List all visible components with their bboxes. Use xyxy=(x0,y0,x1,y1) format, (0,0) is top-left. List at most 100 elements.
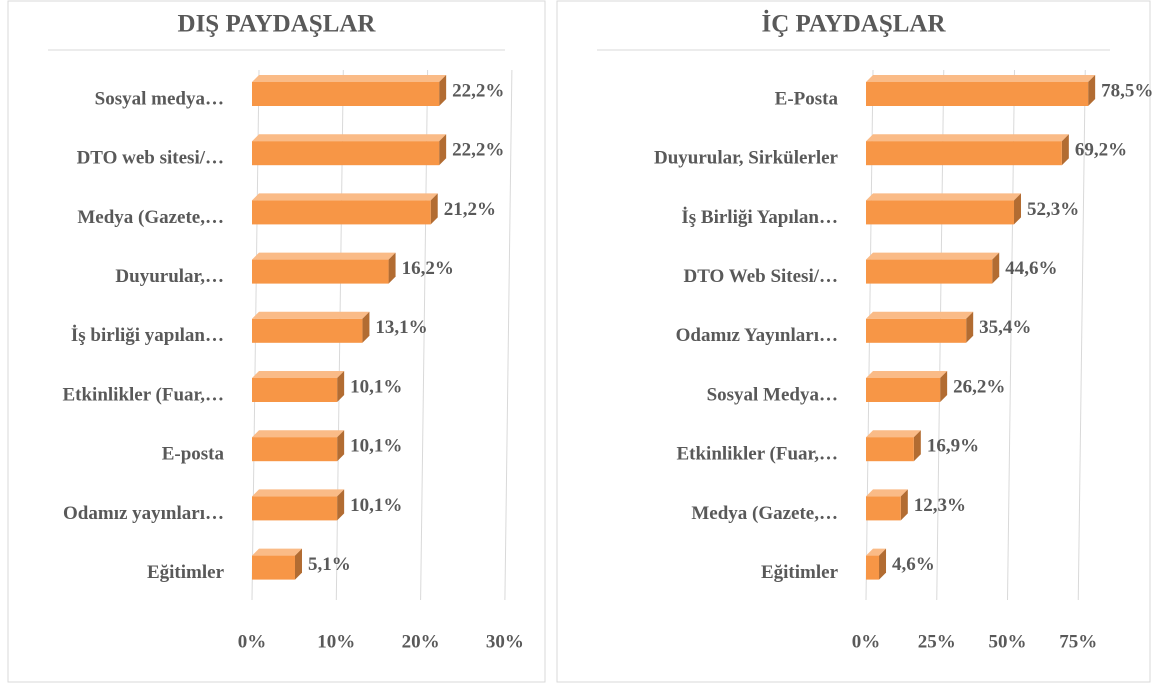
bar-top xyxy=(866,489,908,497)
y-tick-label: Eğitimler xyxy=(147,562,225,583)
bar xyxy=(866,82,1089,106)
grid-line xyxy=(1077,69,1086,601)
data-label: 21,2% xyxy=(444,199,496,220)
bar-top xyxy=(252,193,438,201)
chart-title: DIŞ PAYDAŞLAR xyxy=(178,11,377,38)
bar-side xyxy=(337,371,345,402)
bar-top xyxy=(252,371,345,378)
bar-side xyxy=(1061,134,1069,166)
bar-top xyxy=(866,193,1022,201)
data-label: 10,1% xyxy=(350,376,402,397)
y-tick-label: Medya (Gazete,… xyxy=(691,503,838,524)
bar-top xyxy=(866,252,1000,260)
bar-side xyxy=(913,430,921,462)
bar xyxy=(252,82,440,106)
bar-top xyxy=(866,371,948,378)
y-tick-label: İş Birliği Yapılan… xyxy=(681,207,838,228)
bar-side xyxy=(430,193,438,225)
bar-top xyxy=(866,75,1096,82)
x-tick-label: 20% xyxy=(402,631,440,652)
bar xyxy=(252,496,338,521)
y-tick-label: Etkinlikler (Fuar,… xyxy=(676,444,838,465)
data-label: 13,1% xyxy=(375,317,427,338)
x-tick-label: 50% xyxy=(989,631,1027,652)
bar xyxy=(866,200,1015,225)
bar-top xyxy=(252,548,302,556)
data-label: 26,2% xyxy=(953,376,1005,397)
bar xyxy=(252,141,440,166)
bar-top xyxy=(866,134,1069,142)
bar-side xyxy=(337,489,345,521)
data-label: 52,3% xyxy=(1027,199,1079,220)
y-tick-label: Etkinlikler (Fuar,… xyxy=(62,384,224,405)
bar-side xyxy=(337,430,345,462)
y-tick-label: Odamız Yayınları… xyxy=(676,325,838,346)
bar xyxy=(866,259,993,284)
y-tick-label: E-Posta xyxy=(775,88,839,109)
data-label: 35,4% xyxy=(979,317,1031,338)
y-tick-label: Duyurular, Sirkülerler xyxy=(654,148,839,169)
chart-title: İÇ PAYDAŞLAR xyxy=(761,10,946,38)
y-tick-label: Eğitimler xyxy=(761,562,839,583)
bar xyxy=(252,259,389,284)
x-tick-label: 30% xyxy=(486,631,524,652)
bar-side xyxy=(294,548,302,580)
bar-side xyxy=(1088,75,1096,106)
bar xyxy=(252,318,363,343)
bar-top xyxy=(252,489,345,497)
data-label: 16,2% xyxy=(402,258,454,279)
bar-side xyxy=(966,311,974,343)
bar xyxy=(866,141,1062,166)
grid-line xyxy=(504,69,513,601)
bar-top xyxy=(252,311,370,319)
y-tick-label: Medya (Gazete,… xyxy=(77,207,224,228)
bar-top xyxy=(866,430,921,438)
data-label: 22,2% xyxy=(452,80,504,101)
bar-side xyxy=(439,75,447,106)
bar xyxy=(252,555,295,580)
y-tick-label: DTO web sitesi/… xyxy=(77,148,224,169)
data-label: 22,2% xyxy=(452,140,504,161)
bar-side xyxy=(388,252,396,284)
bar xyxy=(866,555,880,580)
bar-top xyxy=(252,75,447,82)
data-label: 10,1% xyxy=(350,495,402,516)
y-tick-label: Odamız yayınları… xyxy=(63,503,224,524)
x-tick-label: 0% xyxy=(852,631,881,652)
x-tick-label: 25% xyxy=(918,631,956,652)
panel-border xyxy=(7,0,546,683)
data-label: 12,3% xyxy=(914,495,966,516)
x-tick-label: 0% xyxy=(238,631,267,652)
bar xyxy=(866,378,941,402)
y-tick-label: Duyurular,… xyxy=(115,266,224,287)
y-tick-label: Sosyal medya… xyxy=(95,88,224,109)
data-label: 5,1% xyxy=(308,554,351,575)
bar-side xyxy=(439,134,447,166)
bar xyxy=(252,437,338,462)
bar-top xyxy=(252,430,345,438)
bar-top xyxy=(252,134,447,142)
y-tick-label: DTO Web Sitesi/… xyxy=(684,266,839,287)
data-label: 4,6% xyxy=(892,554,935,575)
data-label: 69,2% xyxy=(1075,140,1127,161)
x-tick-label: 75% xyxy=(1059,631,1097,652)
data-label: 44,6% xyxy=(1005,258,1057,279)
bar xyxy=(866,496,901,521)
x-tick-label: 10% xyxy=(317,631,355,652)
bar-side xyxy=(1014,193,1022,225)
data-label: 16,9% xyxy=(927,436,979,457)
bar xyxy=(252,200,431,225)
bar xyxy=(252,378,338,402)
data-label: 10,1% xyxy=(350,436,402,457)
y-tick-label: İş birliği yapılan… xyxy=(71,325,224,346)
data-label: 78,5% xyxy=(1101,80,1153,101)
y-tick-label: Sosyal Medya… xyxy=(707,384,838,405)
y-tick-label: E-posta xyxy=(162,444,225,465)
bar-side xyxy=(362,311,370,343)
bar-side xyxy=(900,489,908,521)
bar-top xyxy=(252,252,396,260)
bar-side xyxy=(940,371,948,402)
bar-top xyxy=(866,548,887,556)
bar-side xyxy=(879,548,887,580)
